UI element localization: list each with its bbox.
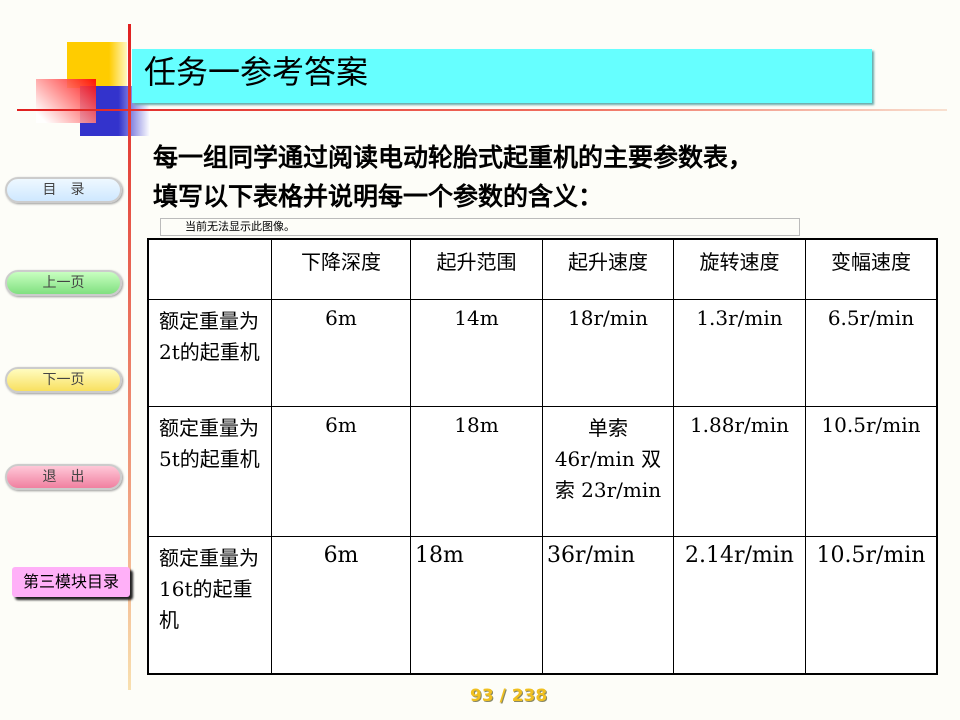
header-cell: 起升范围 <box>410 238 543 300</box>
exit-button[interactable]: 退 出 <box>5 464 122 490</box>
header-cell: 旋转速度 <box>673 238 806 300</box>
table-cell: 14m <box>410 298 543 407</box>
table-cell: 36r/min <box>542 535 674 675</box>
table-header: 下降深度 起升范围 起升速度 旋转速度 变幅速度 <box>147 238 938 300</box>
intro-line: 填写以下表格并说明每一个参数的含义： <box>153 182 604 211</box>
table-cell: 6.5r/min <box>805 298 938 407</box>
header-cell <box>147 238 272 300</box>
header-cell: 变幅速度 <box>805 238 938 300</box>
next-page-button[interactable]: 下一页 <box>5 367 122 393</box>
table-cell: 10.5r/min <box>805 535 938 675</box>
header-cell: 下降深度 <box>271 238 411 300</box>
table-cell: 10.5r/min <box>805 405 938 537</box>
table-cell: 6m <box>271 405 411 537</box>
divider-vertical <box>128 24 131 690</box>
row-label: 额定重量为5t的起重机 <box>147 405 272 537</box>
module-toc-button[interactable]: 第三模块目录 <box>12 567 130 597</box>
table-cell: 18m <box>410 405 543 537</box>
table-row: 额定重量为2t的起重机 6m 14m 18r/min 1.3r/min 6.5r… <box>147 298 938 407</box>
parameter-table: 下降深度 起升范围 起升速度 旋转速度 变幅速度 额定重量为2t的起重机 6m … <box>147 238 938 675</box>
placeholder-text: 当前无法显示此图像。 <box>185 220 295 233</box>
header-cell: 起升速度 <box>542 238 674 300</box>
broken-image-placeholder: 当前无法显示此图像。 <box>160 218 800 236</box>
row-label: 额定重量为2t的起重机 <box>147 298 272 407</box>
table-cell: 6m <box>271 298 411 407</box>
decor-square-red <box>36 79 96 123</box>
table-row: 额定重量为5t的起重机 6m 18m 单索 46r/min 双索 23r/min… <box>147 405 938 537</box>
prev-page-button[interactable]: 上一页 <box>5 270 122 296</box>
table-cell: 单索 46r/min 双索 23r/min <box>542 405 674 537</box>
table-cell: 1.88r/min <box>673 405 806 537</box>
table-row: 额定重量为16t的起重机 6m 18m 36r/min 2.14r/min 10… <box>147 535 938 675</box>
page-number: 93 / 238 <box>470 686 548 706</box>
row-label: 额定重量为16t的起重机 <box>147 535 272 675</box>
table-cell: 18m <box>410 535 543 675</box>
table-cell: 2.14r/min <box>673 535 806 675</box>
intro-line: 每一组同学通过阅读电动轮胎式起重机的主要参数表， <box>153 143 754 172</box>
intro-text: 每一组同学通过阅读电动轮胎式起重机的主要参数表， 填写以下表格并说明每一个参数的… <box>153 138 943 216</box>
table-cell: 6m <box>271 535 411 675</box>
page-title: 任务一参考答案 <box>132 49 872 103</box>
toc-button[interactable]: 目 录 <box>5 177 122 203</box>
divider-horizontal <box>17 109 947 111</box>
table-cell: 18r/min <box>542 298 674 407</box>
table-cell: 1.3r/min <box>673 298 806 407</box>
